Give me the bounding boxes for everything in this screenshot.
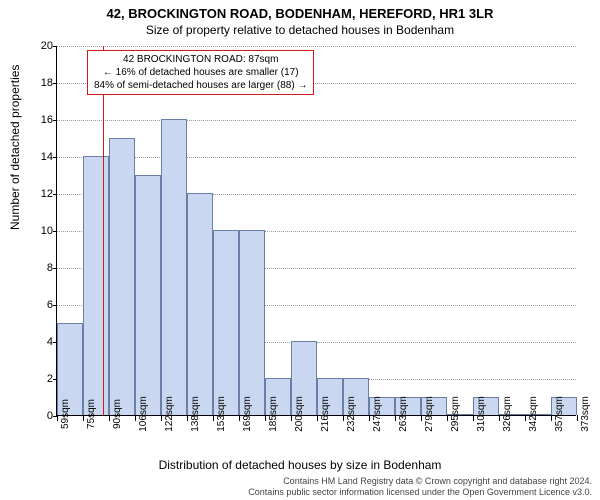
y-tick-mark (53, 157, 57, 158)
footer-line: Contains HM Land Registry data © Crown c… (248, 476, 592, 487)
gridline (57, 120, 576, 121)
x-tick-mark (317, 415, 318, 421)
attribution-footer: Contains HM Land Registry data © Crown c… (248, 476, 592, 498)
y-tick-mark (53, 120, 57, 121)
x-axis-label: Distribution of detached houses by size … (0, 458, 600, 472)
y-tick-label: 6 (29, 299, 53, 311)
histogram-bar (83, 156, 109, 415)
chart-container: 42, BROCKINGTON ROAD, BODENHAM, HEREFORD… (0, 0, 600, 500)
x-tick-label: 75sqm (86, 399, 97, 429)
x-tick-mark (369, 415, 370, 421)
x-tick-mark (525, 415, 526, 421)
y-tick-mark (53, 231, 57, 232)
footer-line: Contains public sector information licen… (248, 487, 592, 498)
x-tick-mark (265, 415, 266, 421)
x-tick-label: 279sqm (424, 396, 435, 432)
y-tick-mark (53, 305, 57, 306)
x-tick-mark (499, 415, 500, 421)
y-tick-label: 14 (29, 151, 53, 163)
x-tick-label: 295sqm (450, 396, 461, 432)
x-tick-mark (421, 415, 422, 421)
histogram-bar (213, 230, 239, 415)
annotation-box: 42 BROCKINGTON ROAD: 87sqm← 16% of detac… (87, 50, 314, 95)
x-tick-label: 106sqm (138, 396, 149, 432)
x-tick-mark (551, 415, 552, 421)
x-tick-label: 232sqm (346, 396, 357, 432)
x-tick-mark (395, 415, 396, 421)
histogram-bar (109, 138, 135, 416)
x-tick-mark (213, 415, 214, 421)
x-tick-label: 216sqm (320, 396, 331, 432)
x-tick-label: 185sqm (268, 396, 279, 432)
x-tick-label: 200sqm (294, 396, 305, 432)
x-tick-mark (83, 415, 84, 421)
y-tick-mark (53, 268, 57, 269)
y-tick-mark (53, 83, 57, 84)
y-tick-label: 16 (29, 114, 53, 126)
chart-title: 42, BROCKINGTON ROAD, BODENHAM, HEREFORD… (0, 0, 600, 21)
x-tick-label: 138sqm (190, 396, 201, 432)
x-tick-mark (57, 415, 58, 421)
histogram-bar (187, 193, 213, 415)
x-tick-label: 153sqm (216, 396, 227, 432)
x-tick-mark (239, 415, 240, 421)
plot-area: 0246810121416182059sqm75sqm90sqm106sqm12… (56, 46, 576, 416)
x-tick-mark (447, 415, 448, 421)
x-tick-label: 357sqm (554, 396, 565, 432)
histogram-bar (161, 119, 187, 415)
histogram-bar (135, 175, 161, 416)
y-tick-label: 20 (29, 40, 53, 52)
y-tick-label: 10 (29, 225, 53, 237)
histogram-bar (239, 230, 265, 415)
y-tick-label: 18 (29, 77, 53, 89)
annotation-line: 42 BROCKINGTON ROAD: 87sqm (94, 53, 307, 66)
x-tick-mark (109, 415, 110, 421)
x-tick-mark (473, 415, 474, 421)
x-tick-mark (187, 415, 188, 421)
x-tick-label: 59sqm (60, 399, 71, 429)
annotation-line: 84% of semi-detached houses are larger (… (94, 79, 307, 92)
x-tick-mark (135, 415, 136, 421)
x-tick-label: 90sqm (112, 399, 123, 429)
x-tick-mark (577, 415, 578, 421)
x-tick-label: 310sqm (476, 396, 487, 432)
y-axis-label: Number of detached properties (8, 65, 22, 230)
y-tick-label: 4 (29, 336, 53, 348)
x-tick-label: 169sqm (242, 396, 253, 432)
y-tick-label: 2 (29, 373, 53, 385)
x-tick-mark (343, 415, 344, 421)
gridline (57, 46, 576, 47)
x-tick-label: 263sqm (398, 396, 409, 432)
y-tick-label: 0 (29, 410, 53, 422)
x-tick-label: 326sqm (502, 396, 513, 432)
x-tick-label: 247sqm (372, 396, 383, 432)
y-tick-label: 8 (29, 262, 53, 274)
x-tick-label: 342sqm (528, 396, 539, 432)
x-tick-label: 373sqm (580, 396, 591, 432)
y-tick-label: 12 (29, 188, 53, 200)
x-tick-mark (161, 415, 162, 421)
chart-subtitle: Size of property relative to detached ho… (0, 21, 600, 37)
y-tick-mark (53, 46, 57, 47)
x-tick-label: 122sqm (164, 396, 175, 432)
annotation-line: ← 16% of detached houses are smaller (17… (94, 66, 307, 79)
y-tick-mark (53, 194, 57, 195)
reference-line (103, 46, 104, 415)
x-tick-mark (291, 415, 292, 421)
